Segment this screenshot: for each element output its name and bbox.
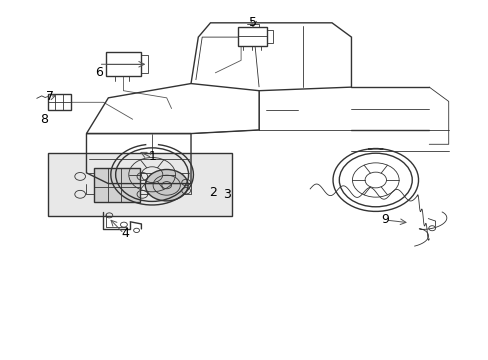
Text: 2: 2: [208, 186, 216, 199]
Text: 8: 8: [40, 113, 48, 126]
Text: 7: 7: [46, 90, 54, 103]
Text: 3: 3: [223, 188, 231, 201]
Bar: [141, 55, 148, 73]
Circle shape: [145, 170, 188, 201]
Bar: [94, 168, 140, 202]
Text: 9: 9: [381, 213, 388, 226]
Bar: [267, 30, 273, 43]
Bar: [47, 153, 232, 216]
Text: 4: 4: [121, 227, 129, 240]
Bar: [47, 94, 71, 111]
Bar: [238, 27, 267, 46]
Text: 5: 5: [249, 16, 257, 29]
Text: 6: 6: [95, 66, 102, 79]
Bar: [106, 52, 141, 76]
Text: 1: 1: [148, 150, 156, 163]
